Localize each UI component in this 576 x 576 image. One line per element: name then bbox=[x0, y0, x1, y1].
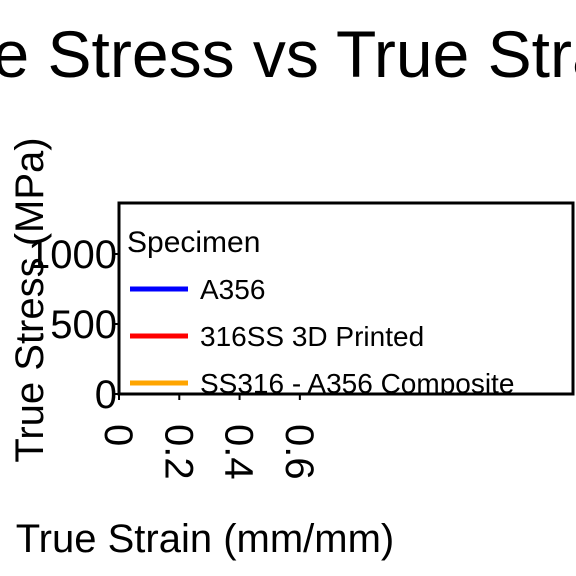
legend-label: A356 bbox=[200, 274, 265, 305]
legend: Specimen A356 316SS 3D Printed SS316 - A35… bbox=[117, 201, 575, 399]
y-axis-label: True Stress (MPa) bbox=[8, 137, 52, 462]
x-tick-label: 0.4 bbox=[217, 424, 261, 480]
y-tick-label: 0 bbox=[95, 373, 117, 417]
x-ticks: 0 0.2 0.4 0.6 bbox=[96, 394, 321, 480]
legend-box bbox=[117, 201, 575, 396]
y-tick-label: 500 bbox=[50, 303, 117, 347]
chart-title: True Stress vs True Strain bbox=[0, 17, 576, 91]
legend-title: Specimen bbox=[127, 226, 260, 259]
legend-label: 316SS 3D Printed bbox=[200, 321, 424, 352]
x-tick-label: 0 bbox=[96, 424, 140, 446]
legend-entries: A356 316SS 3D Printed SS316 - A356 Composi… bbox=[130, 274, 514, 399]
y-tick-label: 1000 bbox=[28, 233, 117, 277]
x-tick-label: 0.6 bbox=[277, 424, 321, 480]
legend-label: SS316 - A356 Composite bbox=[200, 368, 514, 399]
x-tick-label: 0.2 bbox=[156, 424, 200, 480]
x-axis-label: True Strain (mm/mm) bbox=[16, 517, 395, 561]
y-ticks: 0 500 1000 bbox=[28, 233, 119, 417]
